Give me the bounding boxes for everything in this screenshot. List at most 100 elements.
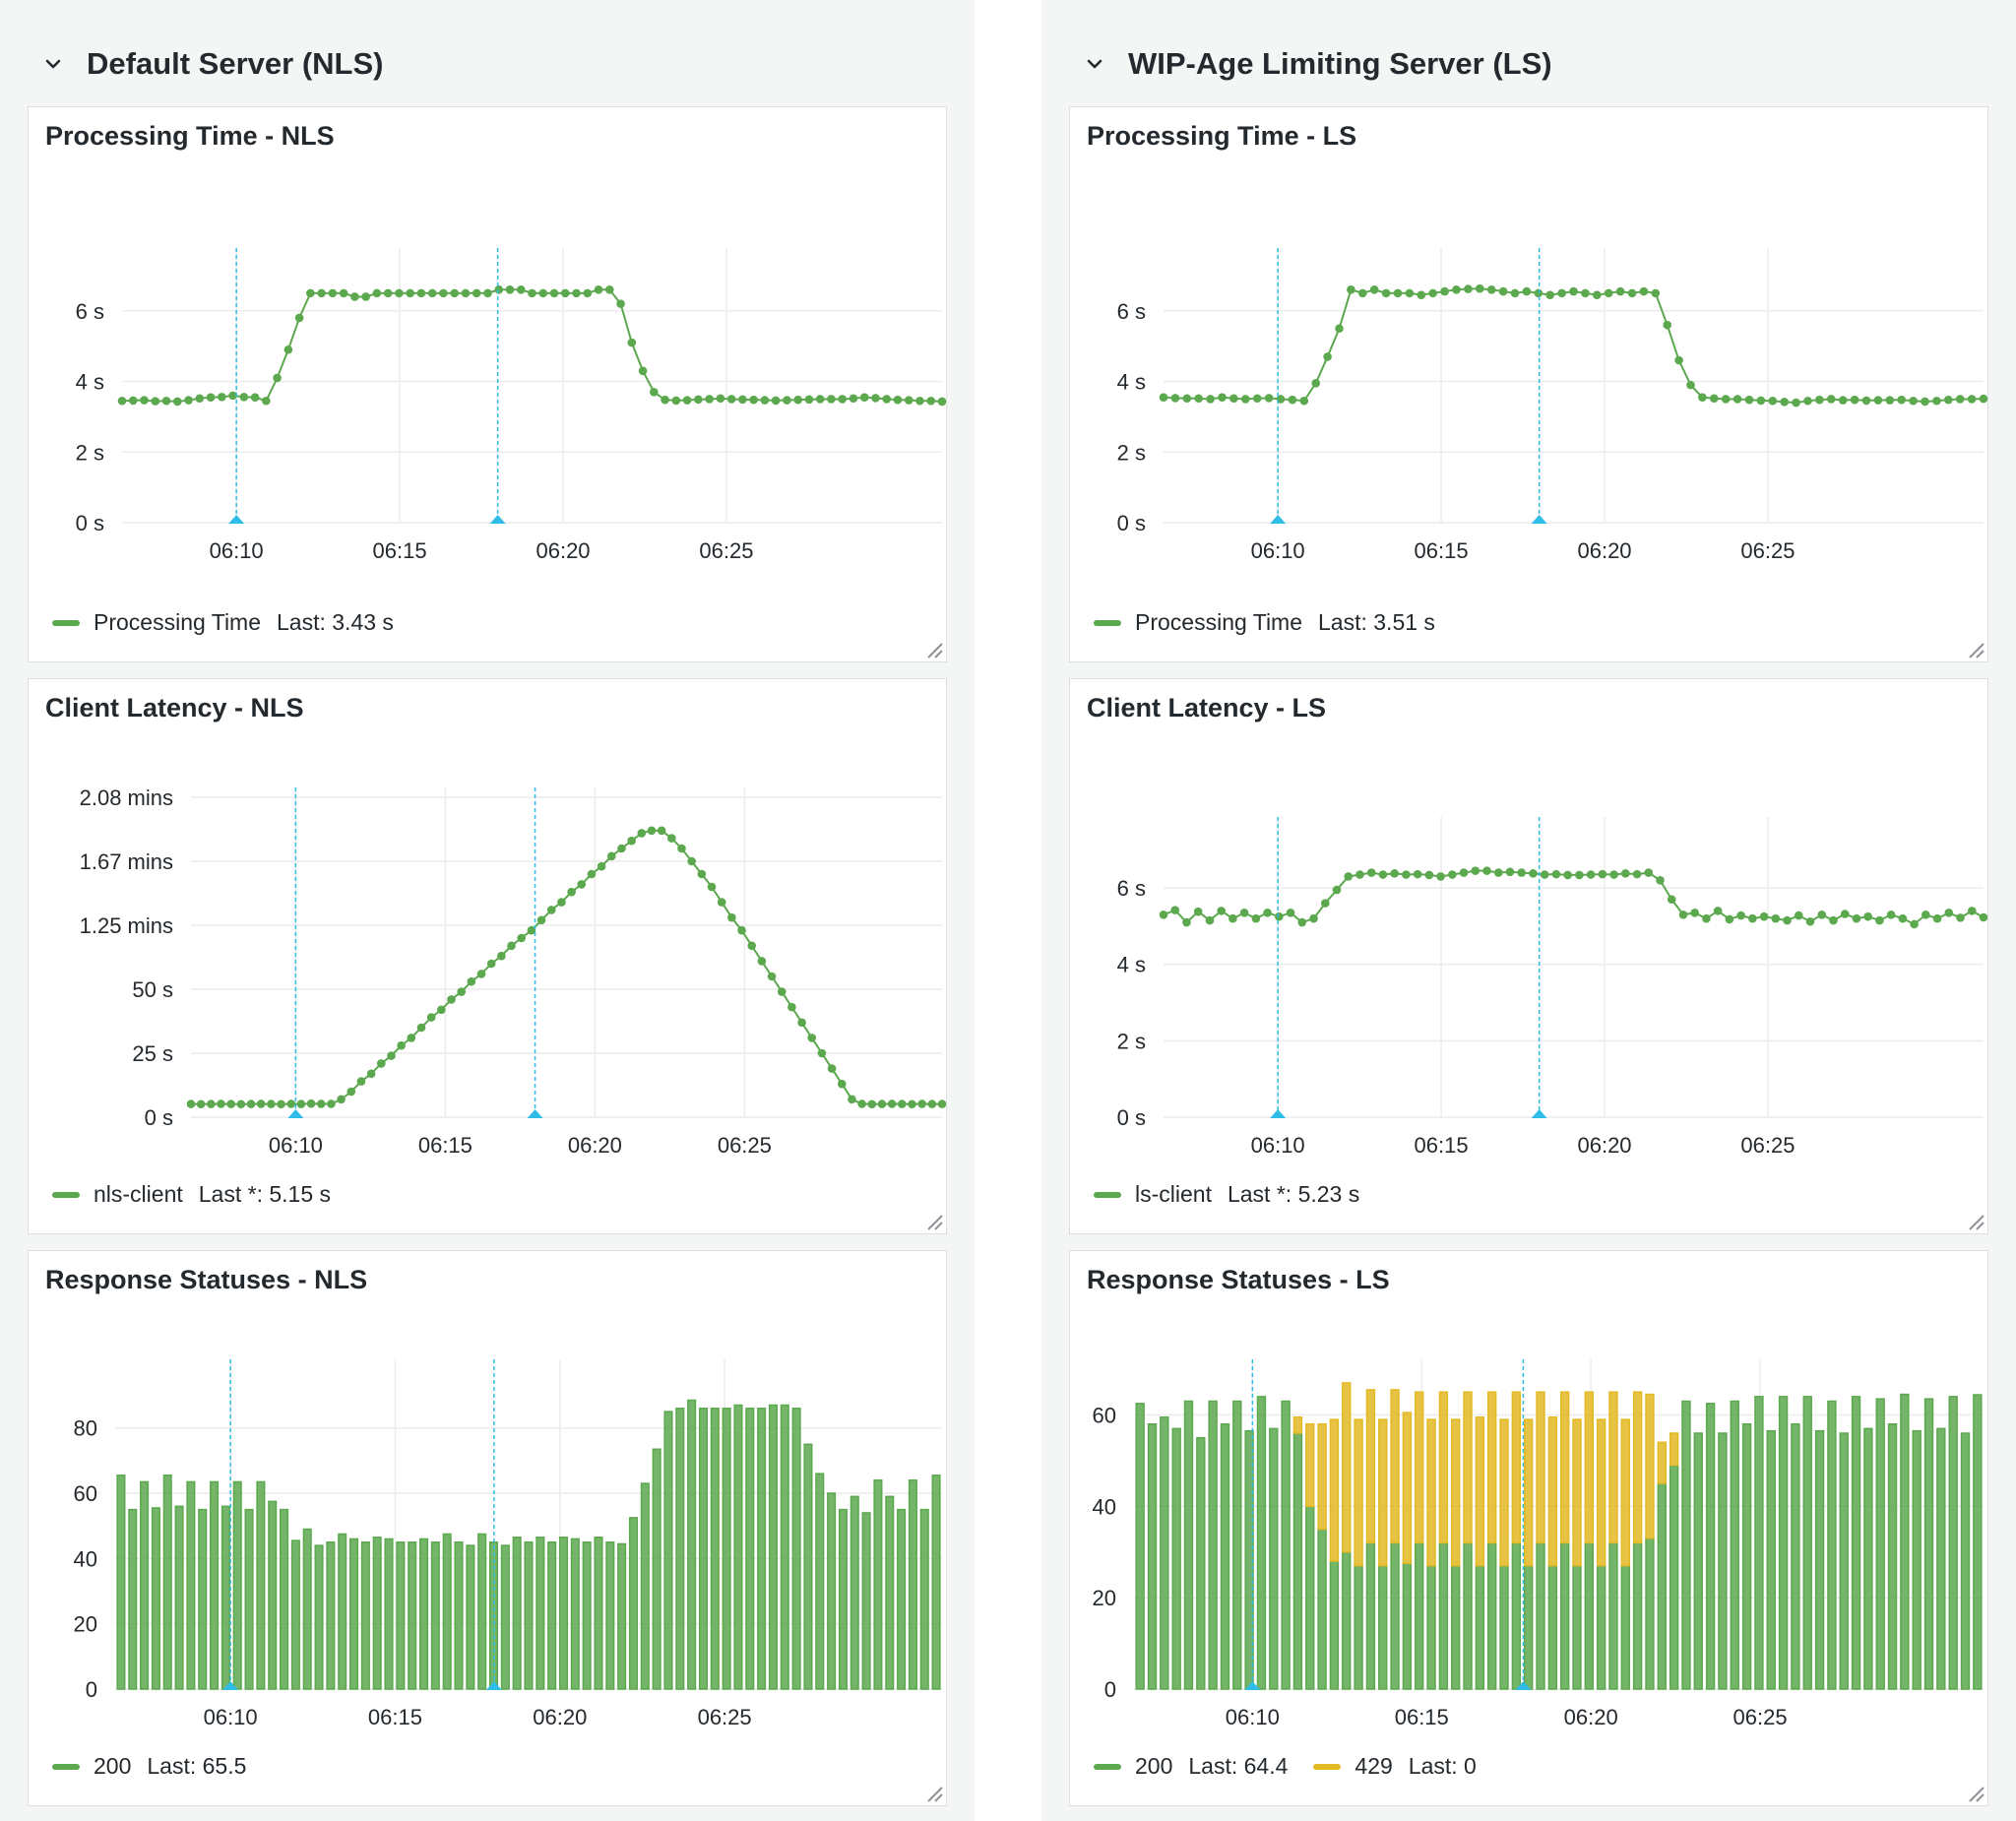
legend-item[interactable]: Processing Time Last: 3.43 s bbox=[52, 609, 394, 636]
bar-429 bbox=[1669, 1432, 1679, 1467]
annotation-marker-icon[interactable] bbox=[1270, 1109, 1287, 1118]
annotation-marker-icon[interactable] bbox=[485, 1681, 502, 1690]
bar-chart[interactable]: 0 20 40 60 06:10 06:15 06:20 06:25 bbox=[1070, 1251, 1989, 1807]
line-chart[interactable]: 0 s 2 s 4 s 6 s 06:10 06:15 06:20 06:25 bbox=[1070, 679, 1989, 1235]
data-point bbox=[1522, 286, 1532, 296]
data-point bbox=[1464, 284, 1473, 293]
series-line bbox=[190, 829, 942, 1105]
bar-200 bbox=[663, 1411, 673, 1690]
data-point bbox=[546, 906, 556, 914]
bar-200 bbox=[1160, 1416, 1169, 1690]
annotation-marker-icon[interactable] bbox=[287, 1109, 304, 1118]
legend-item[interactable]: nls-client Last *: 5.15 s bbox=[52, 1181, 331, 1208]
annotation-marker-icon[interactable] bbox=[1531, 515, 1547, 524]
legend-item[interactable]: 429 Last: 0 bbox=[1313, 1753, 1477, 1780]
bar-429 bbox=[1329, 1418, 1340, 1562]
data-point bbox=[827, 1064, 837, 1073]
bar-200 bbox=[418, 1538, 429, 1690]
data-point bbox=[1332, 885, 1342, 895]
annotation-marker-icon[interactable] bbox=[1515, 1681, 1532, 1690]
bar-200 bbox=[268, 1500, 278, 1690]
data-point bbox=[1620, 869, 1630, 878]
data-point bbox=[1413, 869, 1422, 879]
annotation-marker-icon[interactable] bbox=[1244, 1681, 1261, 1690]
bar-200 bbox=[1547, 1564, 1558, 1690]
panel-response-statuses-ls[interactable]: Response Statuses - LS 0 20 40 60 06:10 06:15… bbox=[1069, 1250, 1988, 1806]
data-point bbox=[1873, 396, 1883, 405]
bar-429 bbox=[1486, 1391, 1497, 1544]
row-title: Default Server (NLS) bbox=[87, 46, 384, 81]
resize-handle-icon[interactable] bbox=[1964, 638, 1985, 659]
annotation-marker-icon[interactable] bbox=[489, 515, 506, 524]
data-point bbox=[1932, 396, 1941, 406]
data-point bbox=[797, 1018, 806, 1028]
data-point bbox=[1517, 868, 1527, 877]
bar-200 bbox=[850, 1495, 859, 1690]
annotation-marker-icon[interactable] bbox=[1270, 515, 1287, 524]
data-point bbox=[1827, 395, 1836, 404]
data-point bbox=[1909, 396, 1918, 406]
data-point bbox=[346, 1087, 356, 1097]
panel-response-statuses-nls[interactable]: Response Statuses - NLS 0 20 40 60 80 06:10 06… bbox=[28, 1250, 947, 1806]
panel-client-latency-ls[interactable]: Client Latency - LS 0 s 2 s 4 s 6 s 06:10 06:… bbox=[1069, 678, 1988, 1234]
annotation-marker-icon[interactable] bbox=[527, 1109, 543, 1118]
data-point bbox=[1698, 393, 1707, 402]
annotation-marker-icon[interactable] bbox=[1531, 1109, 1547, 1118]
bar-429 bbox=[1438, 1391, 1449, 1544]
bar-200 bbox=[372, 1537, 382, 1690]
legend-item[interactable]: 200 Last: 65.5 bbox=[52, 1753, 246, 1780]
y-tick-label: 20 bbox=[1093, 1586, 1116, 1610]
data-point bbox=[277, 1099, 285, 1109]
row-header-default-server[interactable]: Default Server (NLS) bbox=[41, 39, 383, 89]
resize-handle-icon[interactable] bbox=[922, 1210, 944, 1231]
bar-429 bbox=[1620, 1418, 1631, 1567]
bar-200 bbox=[1791, 1422, 1800, 1690]
data-point bbox=[804, 395, 814, 405]
data-point bbox=[1956, 913, 1965, 922]
resize-handle-icon[interactable] bbox=[1964, 1210, 1985, 1231]
y-tick-label: 0 bbox=[1104, 1677, 1116, 1702]
x-tick-label: 06:20 bbox=[1564, 1705, 1618, 1729]
resize-handle-icon[interactable] bbox=[1964, 1782, 1985, 1803]
data-point bbox=[1569, 286, 1578, 296]
data-point bbox=[1217, 907, 1226, 915]
x-tick-label: 06:15 bbox=[418, 1133, 472, 1158]
data-point bbox=[1759, 911, 1769, 921]
data-point bbox=[1686, 380, 1695, 390]
bar-200 bbox=[908, 1479, 917, 1690]
bar-200 bbox=[757, 1408, 767, 1690]
annotation-marker-icon[interactable] bbox=[228, 515, 245, 524]
bar-200 bbox=[1875, 1398, 1885, 1690]
bar-200 bbox=[1232, 1400, 1242, 1690]
annotation-marker-icon[interactable] bbox=[222, 1681, 239, 1690]
data-point bbox=[1817, 910, 1827, 919]
data-point bbox=[1540, 870, 1549, 879]
legend: Processing Time Last: 3.51 s bbox=[1094, 609, 1461, 636]
legend-item[interactable]: 200 Last: 64.4 bbox=[1094, 1753, 1288, 1780]
legend-item[interactable]: Processing Time Last: 3.51 s bbox=[1094, 609, 1435, 636]
legend-item[interactable]: ls-client Last *: 5.23 s bbox=[1094, 1181, 1359, 1208]
data-point bbox=[1783, 915, 1792, 925]
data-point bbox=[917, 1099, 926, 1108]
data-point bbox=[1604, 288, 1613, 298]
data-point bbox=[1288, 395, 1297, 405]
line-chart[interactable]: 0 s 25 s 50 s 1.25 mins 1.67 mins 2.08 mins 06… bbox=[29, 679, 948, 1235]
line-chart[interactable]: 0 s 2 s 4 s 6 s 06:10 06:15 06:20 06:25 bbox=[29, 107, 948, 663]
data-point bbox=[350, 292, 359, 301]
data-point bbox=[1424, 870, 1434, 880]
bar-200 bbox=[594, 1537, 603, 1690]
data-point bbox=[1713, 907, 1723, 915]
data-point bbox=[617, 844, 626, 853]
resize-handle-icon[interactable] bbox=[922, 1782, 944, 1803]
bar-chart[interactable]: 0 20 40 60 80 06:10 06:15 06:20 06:25 bbox=[29, 1251, 948, 1807]
row-header-wip-age-limiting-server[interactable]: WIP-Age Limiting Server (LS) bbox=[1083, 39, 1552, 89]
resize-handle-icon[interactable] bbox=[922, 638, 944, 659]
panel-processing-time-ls[interactable]: Processing Time - LS 0 s 2 s 4 s 6 s 06:10 06… bbox=[1069, 106, 1988, 662]
line-chart[interactable]: 0 s 2 s 4 s 6 s 06:10 06:15 06:20 06:25 bbox=[1070, 107, 1989, 663]
chevron-down-icon[interactable] bbox=[41, 52, 65, 76]
bar-200 bbox=[1475, 1564, 1485, 1690]
chevron-down-icon[interactable] bbox=[1083, 52, 1106, 76]
panel-client-latency-nls[interactable]: Client Latency - NLS 0 s 25 s 50 s 1.25 min… bbox=[28, 678, 947, 1234]
data-point bbox=[707, 882, 717, 892]
